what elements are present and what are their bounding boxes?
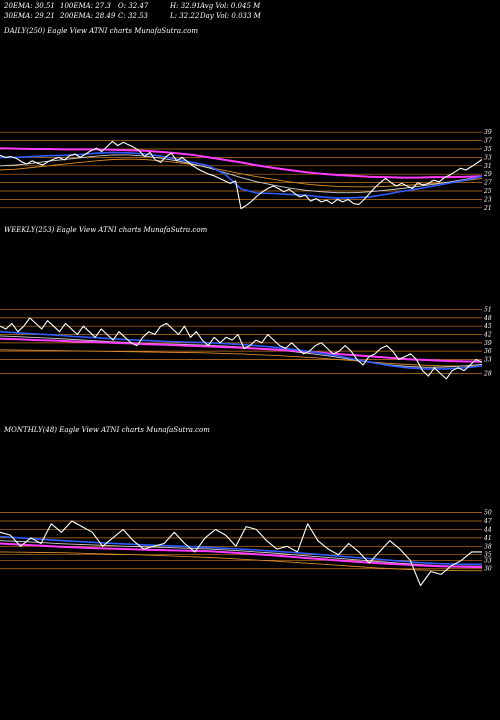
daily-y-tick-label: 31 (484, 163, 492, 170)
daily-y-tick-label: 21 (483, 205, 492, 212)
daily-y-tick-label: 29 (483, 171, 492, 178)
daily-ema-orange-line (0, 158, 483, 188)
day-volume-readout: Day Vol: 0.033 M (200, 12, 261, 20)
monthly-y-tick-label: 30 (484, 566, 492, 573)
high-readout: H: 32.91 (170, 2, 201, 10)
monthly-y-tick-label: 38 (484, 543, 492, 550)
monthly-ema-orange-line (0, 551, 482, 572)
daily-chart-title: DAILY(250) Eagle View ATNI charts Munafa… (4, 27, 198, 35)
weekly-ema-magenta-line (0, 337, 483, 363)
daily-y-tick-label: 33 (484, 154, 492, 161)
daily-y-tick-label: 35 (484, 146, 492, 153)
daily-y-tick-label: 23 (483, 196, 492, 203)
monthly-y-tick-label: 50 (484, 510, 492, 517)
monthly-chart-title: MONTHLY(48) Eagle View ATNI charts Munaf… (4, 426, 210, 434)
ema100-readout: 100EMA: 27.3 (60, 2, 111, 10)
daily-price-line (0, 140, 483, 210)
monthly-y-tick-label: 35 (484, 552, 492, 559)
ema20-readout: 20EMA: 30.51 (4, 2, 55, 10)
weekly-y-tick-label: 45 (483, 323, 492, 330)
daily-y-tick-label: 37 (484, 138, 492, 145)
weekly-chart-title: WEEKLY(253) Eagle View ATNI charts Munaf… (4, 226, 208, 234)
weekly-y-tick-label: 51 (484, 307, 492, 314)
monthly-y-tick-label: 47 (483, 518, 492, 525)
ema200-readout: 200EMA: 28.49 (60, 12, 116, 20)
monthly-y-tick-label: 41 (483, 535, 492, 542)
monthly-ema-magenta-line (0, 542, 483, 569)
daily-ema-magenta-line (0, 147, 483, 179)
monthly-y-tick-label: 44 (483, 526, 492, 533)
weekly-y-tick-label: 36 (484, 348, 492, 355)
daily-ema-blue-line (0, 151, 483, 199)
daily-y-tick-label: 25 (483, 188, 492, 195)
monthly-ema-blue-line (0, 535, 482, 566)
weekly-y-tick-label: 33 (484, 356, 492, 363)
monthly-y-tick-label: 33 (484, 557, 492, 564)
avg-volume-readout: Avg Vol: 0.045 M (200, 2, 261, 10)
ema30-readout: 30EMA: 29.21 (4, 12, 55, 20)
weekly-ema-orange-line (0, 349, 482, 367)
weekly-y-tick-label: 48 (483, 315, 492, 322)
close-readout: C: 32.53 (118, 12, 148, 20)
monthly-ema-white-line (0, 540, 482, 567)
monthly-price-line (0, 520, 482, 587)
weekly-y-tick-label: 39 (484, 340, 492, 347)
daily-y-tick-label: 39 (484, 129, 492, 136)
daily-y-tick-label: 27 (483, 180, 492, 187)
weekly-ema-blue-line (0, 330, 483, 370)
open-readout: O: 32.47 (118, 2, 149, 10)
low-readout: L: 32.22 (170, 12, 200, 20)
weekly-y-tick-label: 42 (483, 332, 492, 339)
weekly-y-tick-label: 28 (483, 370, 492, 377)
weekly-price-line (0, 317, 483, 380)
